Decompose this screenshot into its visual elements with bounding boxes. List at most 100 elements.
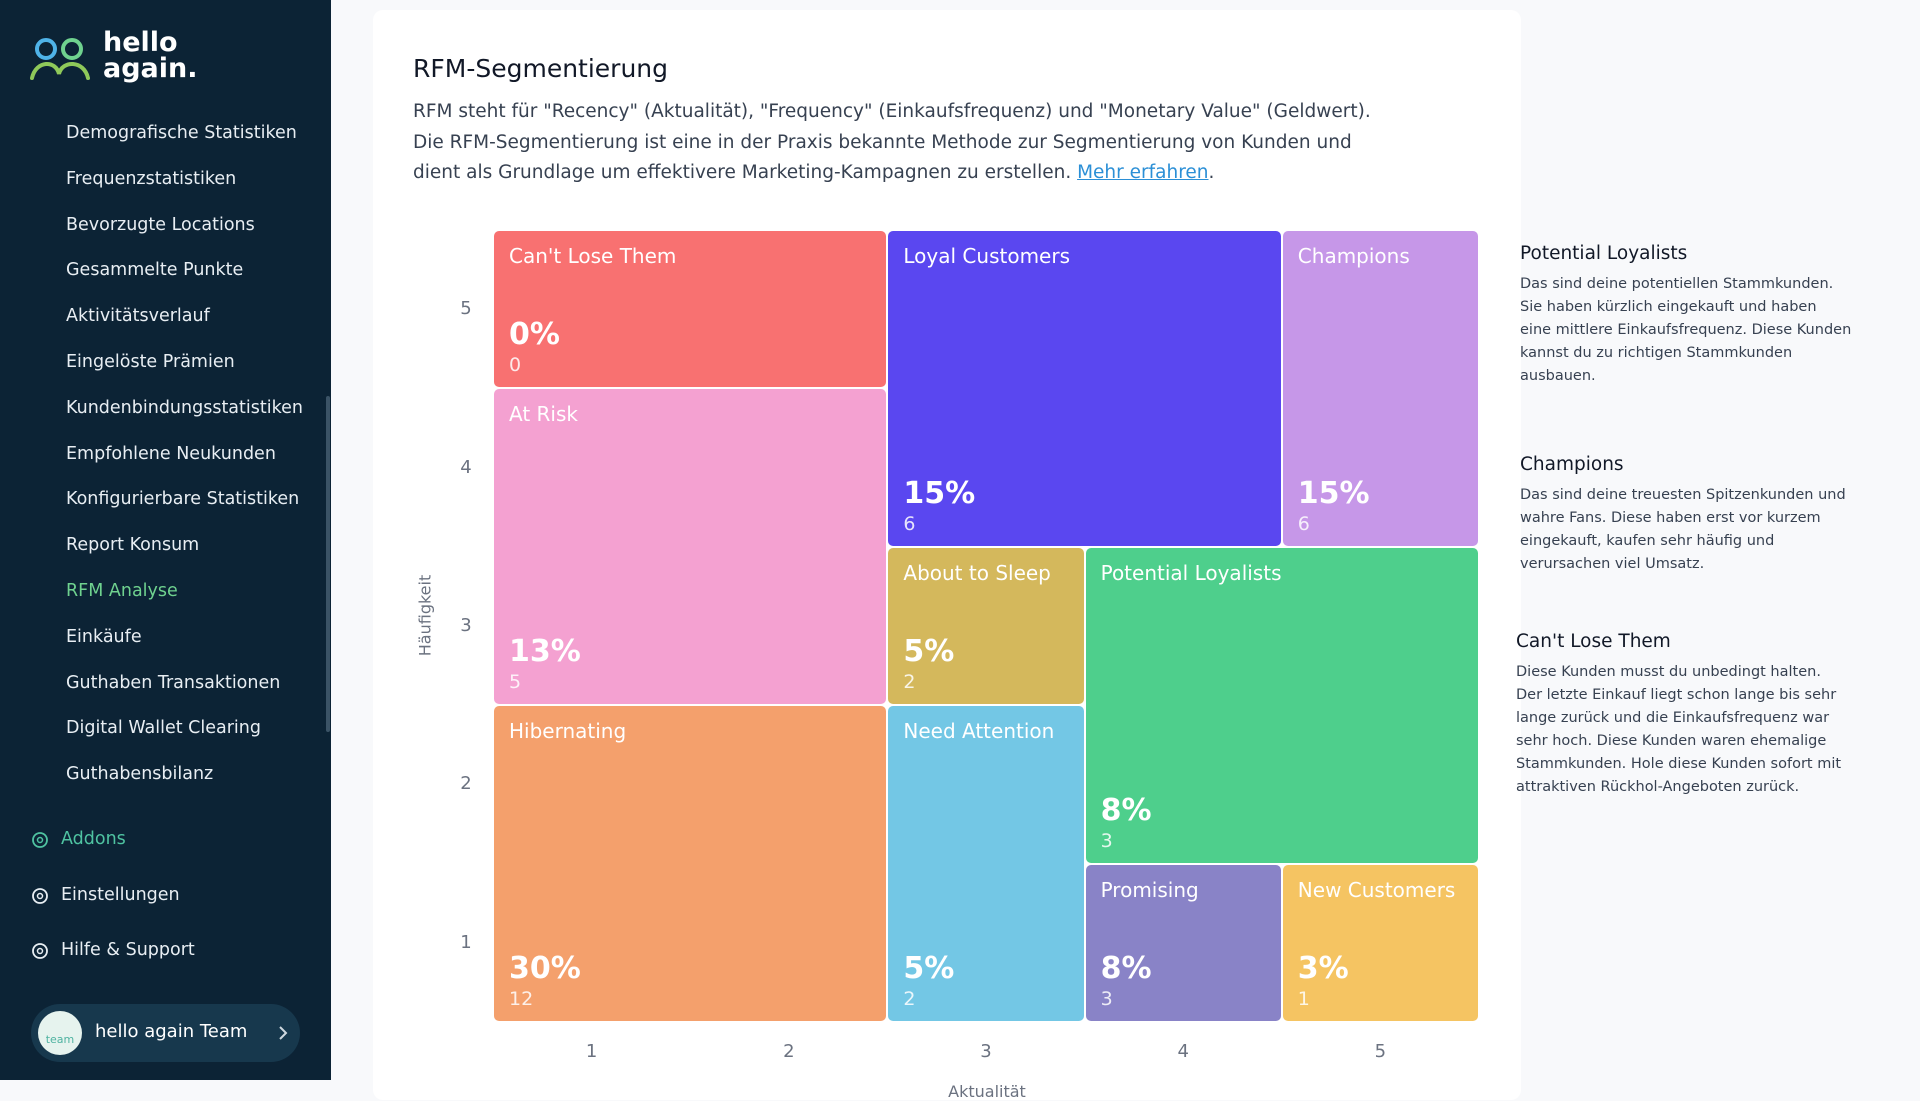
y-tick-label: 4 (460, 456, 472, 478)
description-line: Diese Kunden musst du unbedingt halten. (1516, 664, 1821, 680)
intro-text: . (1208, 162, 1215, 183)
chevron (279, 1026, 288, 1040)
segment-cell[interactable]: Loyal Customers 15% 6 (888, 231, 1281, 546)
description-line: Das sind deine potentiellen Stammkunden. (1520, 276, 1834, 292)
segment-cell[interactable]: At Risk 13% 5 (494, 389, 887, 705)
description-line: Das sind deine treuesten Spitzenkunden u… (1520, 487, 1846, 503)
segment-percent: 15% (1297, 475, 1370, 511)
segment-name: Promising (1100, 877, 1199, 902)
nav-icon (32, 943, 48, 959)
description-line: wahre Fans. Diese haben erst vor kurzem (1520, 510, 1821, 526)
segment-cell[interactable]: Hibernating 30% 12 (494, 706, 887, 1021)
description-line: lange zurück und die Einkaufsfrequenz wa… (1516, 710, 1830, 726)
intro-text: RFM steht für "Recency" (Aktualität), "F… (413, 101, 1371, 122)
segment-count: 2 (903, 671, 916, 694)
x-axis-label: Aktualität (948, 1082, 1026, 1101)
y-tick-label: 5 (460, 298, 472, 320)
segment-cell[interactable]: Can't Lose Them 0% 0 (494, 231, 887, 388)
intro-text: Die RFM-Segmentierung ist eine in der Pr… (413, 131, 1352, 153)
nav-item[interactable]: Eingelöste Prämien (66, 352, 235, 372)
segment-percent: 30% (509, 950, 581, 986)
segment-cell[interactable]: Potential Loyalists 8% 3 (1085, 547, 1478, 863)
segment-name: Champions (1297, 244, 1410, 268)
segment-percent: 8% (1100, 950, 1152, 986)
nav-item[interactable]: Empfohlene Neukunden (66, 443, 276, 464)
segment-values: 5% 2 (903, 951, 1068, 1011)
segment-cell[interactable]: Need Attention 5% 2 (888, 706, 1084, 1021)
nav-item[interactable]: RFM Analyse (66, 581, 178, 601)
segment-percent: 13% (509, 634, 581, 670)
segment-count: 1 (1297, 987, 1310, 1010)
y-tick-label: 2 (460, 773, 472, 795)
nav-item[interactable]: Aktivitätsverlauf (66, 306, 210, 327)
nav-item[interactable]: Guthaben Transaktionen (66, 672, 281, 693)
nav-footer-item[interactable]: Hilfe & Support (61, 940, 195, 960)
nav-item[interactable]: Guthabensbilanz (66, 764, 214, 785)
description-title: Can't Lose Them (1516, 631, 1671, 652)
segment-percent: 0% (509, 317, 560, 353)
nav-item[interactable]: Frequenzstatistiken (66, 168, 237, 189)
description-line: Stammkunden. Hole diese Kunden sofort mi… (1516, 756, 1842, 772)
intro-text: dient als Grundlage um effektivere Marke… (413, 162, 1078, 183)
nav-item[interactable]: Report Konsum (66, 535, 200, 556)
segment-name: At Risk (509, 402, 578, 427)
nav-item[interactable]: Kundenbindungsstatistiken (66, 397, 303, 418)
segment-values: 15% 6 (1298, 476, 1463, 536)
user-pill[interactable]: team hello again Team (31, 1004, 300, 1062)
segment-percent: 8% (1100, 792, 1152, 828)
segment-values: 8% 3 (1101, 793, 1463, 853)
segment-cell[interactable]: New Customers 3% 1 (1282, 864, 1478, 1021)
description-line: verursachen viel Umsatz. (1520, 556, 1705, 572)
logo-text: again. (103, 53, 198, 84)
segment-count: 6 (1297, 512, 1310, 535)
segment-name: Potential Loyalists (1100, 560, 1282, 585)
nav-item[interactable]: Einkäufe (66, 626, 142, 647)
segment-count: 3 (1100, 987, 1113, 1010)
segment-cell[interactable]: Promising 8% 3 (1085, 864, 1281, 1021)
user-name: hello again Team (95, 1021, 248, 1042)
description-line: eine mittlere Einkaufsfrequenz. Diese Ku… (1520, 322, 1852, 338)
nav-icon (32, 887, 48, 904)
segment-cell[interactable]: About to Sleep 5% 2 (888, 547, 1084, 705)
y-axis-label: Häufigkeit (415, 574, 435, 657)
nav-footer-item[interactable]: Einstellungen (61, 884, 180, 905)
nav-item[interactable]: Gesammelte Punkte (66, 260, 244, 281)
segment-values: 30% 12 (509, 951, 871, 1011)
segment-count: 2 (903, 987, 916, 1010)
x-tick-label: 5 (1374, 1041, 1387, 1062)
segment-values: 13% 5 (509, 634, 871, 694)
segment-percent: 15% (903, 475, 976, 511)
segment-values: 8% 3 (1101, 951, 1266, 1011)
segment-name: New Customers (1297, 877, 1456, 902)
nav-footer-item[interactable]: Addons (61, 829, 126, 849)
segment-count: 6 (903, 512, 916, 535)
segment-name: Loyal Customers (903, 244, 1070, 268)
description-line: kannst du zu richtigen Stammkunden (1520, 345, 1793, 361)
nav-item[interactable]: Konfigurierbare Statistiken (66, 489, 300, 510)
intro-line: dient als Grundlage um effektivere Marke… (413, 158, 1214, 189)
y-tick-label: 1 (460, 931, 472, 953)
segment-name: Hibernating (509, 719, 627, 744)
description-title: Champions (1520, 454, 1624, 475)
segment-count: 3 (1100, 829, 1113, 852)
logo-text: hello (103, 27, 178, 58)
segment-values: 3% 1 (1298, 951, 1463, 1011)
segment-name: About to Sleep (903, 560, 1051, 585)
intro-line: Die RFM-Segmentierung ist eine in der Pr… (413, 128, 1352, 159)
learn-more-link[interactable]: Mehr erfahren (1077, 162, 1209, 183)
nav-item[interactable]: Digital Wallet Clearing (66, 718, 261, 739)
avatar: team (38, 1011, 82, 1055)
description-line: Der letzte Einkauf liegt schon lange bis… (1516, 687, 1837, 703)
nav-icon (32, 832, 48, 848)
nav-item[interactable]: Demografische Statistiken (66, 123, 297, 143)
description-title: Potential Loyalists (1520, 243, 1688, 264)
segment-cell[interactable]: Champions 15% 6 (1282, 231, 1478, 546)
nav-item[interactable]: Bevorzugte Locations (66, 214, 255, 235)
segment-values: 0% 0 (509, 317, 871, 377)
description-line: ausbauen. (1520, 368, 1596, 384)
intro-line: RFM steht für "Recency" (Aktualität), "F… (413, 97, 1371, 128)
description-line: attraktiven Rückhol-Angeboten zurück. (1516, 779, 1800, 795)
segment-count: 12 (509, 987, 534, 1010)
y-tick-label: 3 (460, 615, 472, 636)
